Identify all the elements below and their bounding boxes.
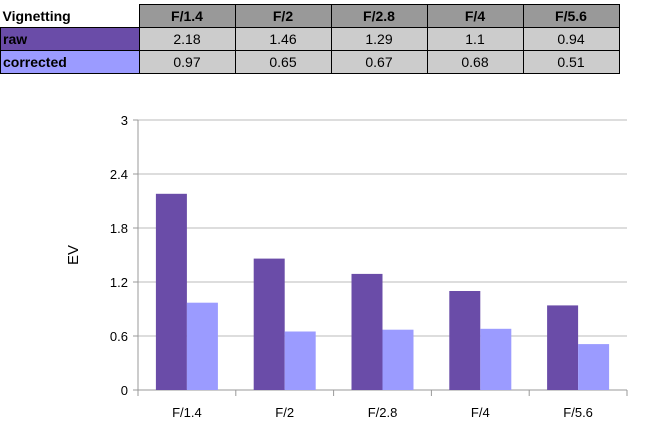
x-tick-label: F/5.6 — [563, 405, 593, 420]
y-tick-label: 3 — [121, 113, 128, 128]
table-cell: 2.18 — [138, 27, 236, 51]
table-row-corrected: corrected 0.97 0.65 0.67 0.68 0.51 — [0, 50, 620, 74]
y-tick-label: 1.8 — [110, 221, 128, 236]
column-header: F/1.4 — [138, 4, 236, 28]
bar-raw — [449, 291, 481, 390]
bar-corrected — [186, 302, 218, 390]
x-tick-label: F/4 — [471, 405, 490, 420]
table-row-raw: raw 2.18 1.46 1.29 1.1 0.94 — [0, 27, 620, 51]
x-tick-label: F/1.4 — [172, 405, 202, 420]
column-header: F/2 — [234, 4, 332, 28]
bar-raw — [547, 305, 579, 390]
bar-corrected — [578, 344, 610, 390]
column-header: F/2.8 — [330, 4, 428, 28]
table-cell: 1.46 — [234, 27, 332, 51]
row-label-raw: raw — [0, 27, 140, 51]
table-cell: 0.97 — [138, 50, 236, 74]
column-header: F/4 — [426, 4, 524, 28]
y-tick-label: 0.6 — [110, 329, 128, 344]
y-tick-label: 0 — [121, 383, 128, 398]
bar-raw — [253, 258, 285, 390]
bar-raw — [351, 273, 383, 390]
bar-corrected — [480, 328, 512, 390]
bar-corrected — [284, 331, 316, 390]
y-tick-label: 1.2 — [110, 275, 128, 290]
table-cell: 0.51 — [522, 50, 620, 74]
table-corner-label: Vignetting — [0, 4, 140, 28]
bar-corrected — [382, 329, 414, 390]
y-tick-label: 2.4 — [110, 167, 128, 182]
bar-raw — [155, 193, 187, 390]
table-cell: 0.94 — [522, 27, 620, 51]
x-tick-label: F/2.8 — [368, 405, 398, 420]
table-cell: 0.65 — [234, 50, 332, 74]
table-cell: 1.29 — [330, 27, 428, 51]
table-cell: 0.67 — [330, 50, 428, 74]
y-axis-label: EV — [65, 245, 82, 265]
row-label-corrected: corrected — [0, 50, 140, 74]
vignetting-table: Vignetting F/1.4 F/2 F/2.8 F/4 F/5.6 raw… — [0, 4, 620, 74]
x-tick-label: F/2 — [275, 405, 294, 420]
table-cell: 0.68 — [426, 50, 524, 74]
